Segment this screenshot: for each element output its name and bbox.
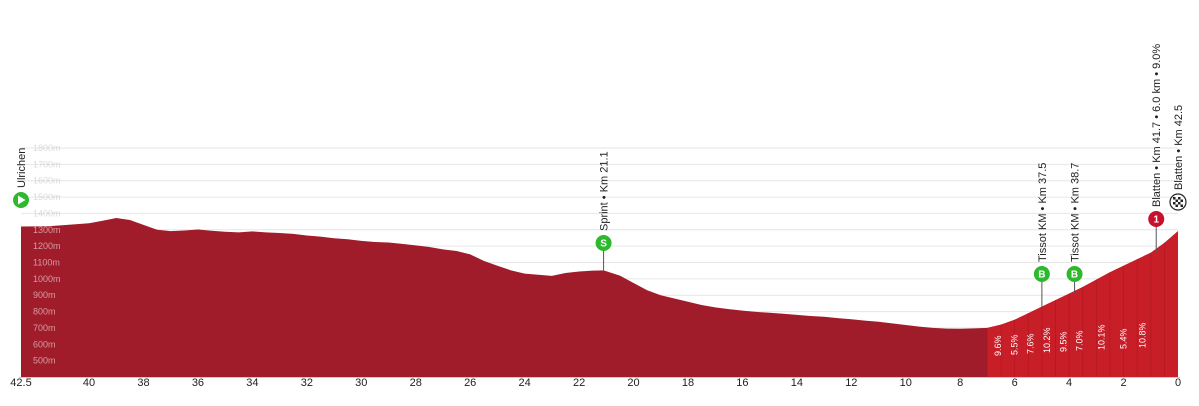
- checker-square: [1178, 197, 1181, 200]
- marker-label: Ulrichen: [16, 148, 28, 188]
- y-tick-label: 500m: [33, 356, 56, 366]
- y-tick-label: 1600m: [33, 176, 61, 186]
- x-tick-label: 12: [845, 377, 857, 389]
- gradient-label: 5.4%: [1118, 328, 1128, 349]
- x-tick-label: 4: [1066, 377, 1072, 389]
- y-tick-label: 1100m: [33, 258, 60, 268]
- y-tick-label: 1700m: [33, 159, 61, 169]
- checker-square: [1180, 204, 1183, 207]
- play-icon: [18, 195, 26, 205]
- y-tick-label: 700m: [33, 323, 56, 333]
- x-axis: 42.5 40 38 36 34 32 30 28 26 24 22 20 18 16 14 12 10 8 6 4 2…: [10, 377, 1181, 389]
- y-tick-label: 1000m: [33, 274, 61, 284]
- marker-label: Sprint • Km 21.1: [599, 151, 611, 231]
- sprint-badge-icon: [595, 235, 612, 251]
- checker-square: [1173, 197, 1176, 200]
- x-tick-label: 8: [957, 377, 963, 389]
- x-tick-label: 38: [137, 377, 149, 389]
- y-tick-label: 1300m: [33, 225, 61, 235]
- x-tick-label: 10: [900, 377, 912, 389]
- x-tick-label: 28: [410, 377, 422, 389]
- y-tick-label: 600m: [33, 339, 56, 349]
- y-tick-label: 800m: [33, 307, 56, 317]
- y-tick-label: 1800m: [33, 143, 61, 153]
- gradient-label: 10.1%: [1096, 324, 1106, 350]
- x-tick-label: 22: [573, 377, 585, 389]
- badge-letter: S: [600, 239, 607, 250]
- x-tick-label: 2: [1120, 377, 1126, 389]
- x-tick-label: 40: [83, 377, 95, 389]
- checker-square: [1180, 199, 1183, 202]
- x-tick-label: 34: [246, 377, 258, 389]
- x-tick-label: 30: [355, 377, 367, 389]
- gradient-label: 5.5%: [1009, 334, 1019, 355]
- elevation-profile-area: [21, 218, 1178, 377]
- gradient-labels: 9.6% 5.5% 7.6% 10.2% 9.5% 7.0% 10.1% 5.4% 10.8%: [993, 322, 1147, 356]
- checker-square: [1175, 199, 1178, 202]
- checker-square: [1175, 204, 1178, 207]
- badge-letter: B: [1038, 270, 1045, 281]
- bonus-badge-icon: [1066, 266, 1083, 282]
- gradient-label: 7.0%: [1075, 330, 1085, 351]
- kom-badge-icon: [1148, 211, 1165, 227]
- x-tick-label: 24: [519, 377, 531, 389]
- x-tick-label: 32: [301, 377, 313, 389]
- gradient-label: 10.8%: [1137, 322, 1147, 348]
- x-tick-label: 18: [682, 377, 694, 389]
- route-markers: Ulrichen S Sprint • Km 21.1 B Tissot KM • Km…: [13, 44, 1187, 307]
- gradient-label: 9.6%: [993, 335, 1003, 356]
- x-tick-label: 6: [1012, 377, 1018, 389]
- gradient-label: 7.6%: [1026, 333, 1036, 354]
- x-tick-label: 20: [627, 377, 639, 389]
- marker-label: Tissot KM • Km 38.7: [1070, 163, 1082, 262]
- x-tick-label: 36: [192, 377, 204, 389]
- x-tick-label: 16: [736, 377, 748, 389]
- y-axis-labels: 500m 600m 700m 800m 900m 1000m 1100m 1200m 1300m…: [33, 143, 61, 366]
- marker-label: Tissot KM • Km 37.5: [1037, 163, 1049, 262]
- bonus-badge-icon: [1033, 266, 1050, 282]
- x-tick-label: 26: [464, 377, 476, 389]
- badge-letter: B: [1071, 270, 1078, 281]
- marker-label: Blatten • Km 42.5: [1173, 105, 1185, 190]
- x-tick-label: 42.5: [10, 377, 31, 389]
- checker-square: [1173, 202, 1176, 205]
- y-tick-label: 1200m: [33, 241, 61, 251]
- x-tick-label: 0: [1175, 377, 1181, 389]
- y-tick-label: 1400m: [33, 208, 61, 218]
- elevation-area: [21, 218, 1178, 377]
- checker-square: [1178, 202, 1181, 205]
- y-tick-label: 1500m: [33, 192, 61, 202]
- gradient-label: 9.5%: [1058, 331, 1068, 352]
- badge-letter: 1: [1153, 215, 1159, 226]
- marker-label: Blatten • Km 41.7 • 6.0 km • 9.0%: [1151, 44, 1163, 207]
- y-tick-label: 900m: [33, 290, 56, 300]
- x-tick-label: 14: [791, 377, 803, 389]
- gradient-label: 10.2%: [1042, 327, 1052, 353]
